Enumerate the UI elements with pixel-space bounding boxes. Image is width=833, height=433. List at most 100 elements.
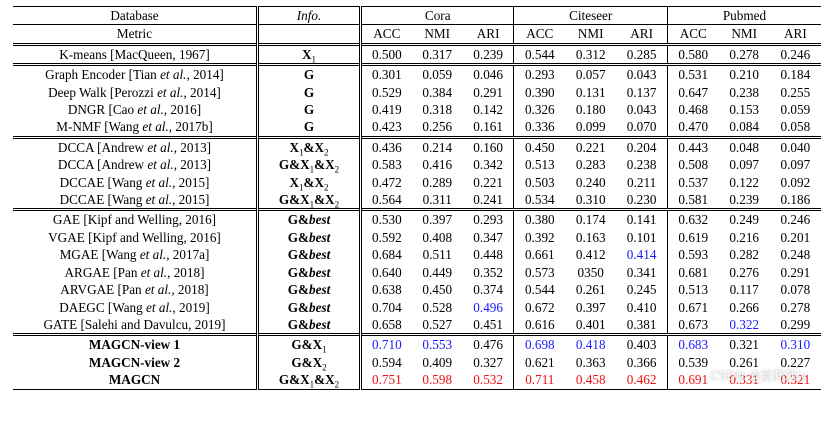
value-pubmed-acc: 0.619 [666, 228, 719, 247]
value-cora-ari: 0.241 [473, 192, 503, 208]
value-citeseer-acc: 0.390 [513, 83, 566, 102]
table-row: MGAE [Wang et al., 2017a] G&best 0.684 0.51… [13, 246, 821, 264]
info-cell: G [256, 101, 361, 119]
value-pubmed-nmi: 0.276 [729, 264, 759, 280]
value-pubmed-acc: 0.537 [666, 173, 719, 192]
value-cora-acc: 0.472 [358, 173, 412, 192]
value-pubmed-nmi: 0.210 [718, 63, 770, 84]
method-name: DNGR [Cao et al., 2016] [67, 102, 202, 118]
value-citeseer-ari: 0.410 [626, 299, 657, 315]
value-citeseer-nmi: 0.401 [575, 316, 606, 332]
table-row: MAGCN G&X1&X2 0.751 0.598 0.532 0.711 0.458 0.4… [13, 371, 821, 390]
value-pubmed-acc: 0.581 [666, 191, 719, 210]
value-citeseer-ari: 0.043 [626, 102, 657, 118]
value-citeseer-ari: 0.238 [626, 157, 657, 173]
value-cora-nmi: 0.408 [422, 229, 453, 245]
value-cora-nmi: 0.256 [422, 119, 453, 135]
table-row: VGAE [Kipf and Welling, 2016] G&best 0.592… [13, 228, 821, 247]
value-cora-nmi: 0.511 [422, 247, 452, 263]
value-pubmed-acc: 0.508 [666, 156, 719, 174]
info-cell: X1 [256, 42, 361, 65]
value-cora-nmi: 0.449 [422, 264, 453, 280]
value-pubmed-ari: 0.059 [780, 102, 811, 118]
value-citeseer-nmi: 0.412 [575, 247, 606, 263]
metric-acc-pubmed: ACC [666, 24, 719, 45]
value-citeseer-acc: 0.544 [513, 42, 566, 65]
value-pubmed-nmi: 0.048 [718, 135, 770, 157]
method-name: Graph Encoder [Tian et al., 2014] [13, 63, 258, 84]
table-row: Deep Walk [Perozzi et al., 2014] G 0.529 0.… [13, 83, 821, 102]
value-citeseer-ari: 0.381 [626, 316, 657, 332]
value-cora-acc: 0.594 [358, 353, 412, 372]
table-row: K-means [MacQueen, 1967] X1 0.500 0.317 0.23… [13, 42, 821, 65]
value-cora-acc: 0.751 [358, 371, 412, 390]
header-row-metrics: Metric ACC NMI ARI ACC NMI ARI ACC NMI A… [13, 24, 821, 45]
value-cora-acc: 0.592 [358, 228, 412, 247]
method-name: GAE [Kipf and Welling, 2016] [13, 208, 258, 229]
method-name: DCCA [Andrew et al., 2013] [57, 157, 212, 173]
value-citeseer-nmi: 0350 [577, 264, 604, 280]
value-cora-acc: 0.436 [358, 135, 412, 157]
value-pubmed-nmi: 0.249 [718, 208, 770, 229]
value-pubmed-ari: 0.246 [769, 42, 821, 65]
table-row: MAGCN-view 2 G&X2 0.594 0.409 0.327 0.621 0.36… [13, 353, 821, 372]
metric-ari-cora: ARI [476, 26, 500, 42]
value-citeseer-acc: 0.326 [513, 101, 566, 119]
value-citeseer-nmi: 0.261 [575, 282, 606, 298]
value-citeseer-ari: 0.070 [626, 119, 657, 135]
value-pubmed-acc: 0.580 [666, 42, 719, 65]
info-cell: G&X1&X2 [256, 191, 361, 210]
value-pubmed-nmi: 0.239 [729, 192, 759, 208]
value-citeseer-acc: 0.661 [513, 246, 566, 264]
value-pubmed-acc: 0.683 [666, 333, 719, 354]
value-cora-acc: 0.684 [358, 246, 412, 264]
value-citeseer-ari: 0.137 [626, 84, 657, 100]
info-cell: G&X1 [256, 333, 361, 354]
value-pubmed-ari: 0.078 [780, 282, 811, 298]
method-name: DCCAE [Wang et al., 2015] [59, 174, 210, 190]
value-cora-ari: 0.496 [473, 299, 503, 315]
table-row: MAGCN-view 1 G&X1 0.710 0.553 0.476 0.698 0.41… [13, 333, 821, 354]
info-cell: G&best [256, 228, 361, 247]
value-citeseer-acc: 0.503 [513, 173, 566, 192]
metric-ari-citeseer: ARI [630, 26, 653, 42]
method-name: ARGAE [Pan et al., 2018] [64, 264, 205, 280]
value-cora-acc: 0.301 [358, 63, 412, 84]
table-row: GAE [Kipf and Welling, 2016] G&best 0.530 0… [13, 208, 821, 229]
value-pubmed-acc: 0.691 [666, 371, 719, 390]
value-citeseer-acc: 0.513 [513, 156, 566, 174]
info-cell: G&X2 [256, 353, 361, 372]
value-pubmed-nmi: 0.153 [729, 102, 759, 118]
method-name: DCCAE [Wang et al., 2015] [59, 192, 210, 208]
value-cora-nmi: 0.450 [422, 282, 453, 298]
metric-nmi-citeseer: NMI [577, 26, 604, 42]
method-name: MAGCN-view 2 [88, 354, 181, 370]
value-cora-ari: 0.327 [473, 354, 503, 370]
table-row: DCCAE [Wang et al., 2015] G&X1&X2 0.564 0.3… [13, 191, 821, 210]
method-name: DAEGC [Wang et al., 2019] [59, 299, 210, 315]
value-citeseer-nmi: 0.057 [565, 63, 617, 84]
method-name: VGAE [Kipf and Welling, 2016] [48, 229, 221, 245]
value-pubmed-ari: 0.299 [780, 316, 811, 332]
value-pubmed-nmi: 0.122 [729, 174, 759, 190]
value-cora-nmi: 0.059 [411, 63, 463, 84]
results-table-container: Database Info. Cora Citeseer Pubmed Metr… [13, 5, 821, 390]
value-cora-ari: 0.476 [462, 333, 514, 354]
value-pubmed-ari: 0.255 [780, 84, 811, 100]
info-cell: G&best [256, 208, 361, 229]
value-cora-ari: 0.532 [462, 371, 514, 390]
value-pubmed-acc: 0.632 [666, 208, 719, 229]
value-citeseer-acc: 0.698 [513, 333, 566, 354]
value-pubmed-nmi: 0.321 [718, 333, 770, 354]
value-pubmed-ari: 0.092 [780, 174, 811, 190]
value-pubmed-ari: 0.310 [769, 333, 821, 354]
value-citeseer-nmi: 0.310 [575, 192, 606, 208]
value-cora-ari: 0.160 [462, 135, 514, 157]
info-cell: G [256, 63, 361, 84]
value-cora-nmi: 0.528 [422, 299, 453, 315]
value-cora-acc: 0.704 [358, 298, 412, 316]
value-pubmed-nmi: 0.216 [729, 229, 759, 245]
value-cora-ari: 0.352 [473, 264, 503, 280]
info-cell: G&best [256, 263, 361, 282]
value-citeseer-ari: 0.204 [616, 135, 668, 157]
